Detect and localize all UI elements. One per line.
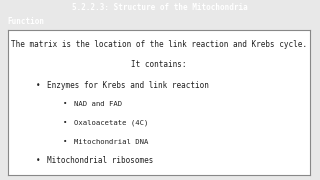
Text: •: • (36, 81, 41, 90)
Text: Function: Function (7, 17, 44, 26)
Text: •: • (36, 156, 41, 165)
Text: NAD and FAD: NAD and FAD (75, 101, 123, 107)
Text: Mitochondrial ribosomes: Mitochondrial ribosomes (47, 156, 154, 165)
Text: •: • (63, 120, 68, 126)
Text: Mitochondrial DNA: Mitochondrial DNA (75, 139, 149, 145)
Text: It contains:: It contains: (131, 60, 187, 69)
Text: •: • (63, 139, 68, 145)
Text: 5.2.2.3: Structure of the Mitochondria: 5.2.2.3: Structure of the Mitochondria (72, 3, 248, 12)
Text: Oxaloacetate (4C): Oxaloacetate (4C) (75, 120, 149, 126)
Text: The matrix is the location of the link reaction and Krebs cycle.: The matrix is the location of the link r… (11, 40, 307, 49)
Text: •: • (63, 101, 68, 107)
Text: Enzymes for Krebs and link reaction: Enzymes for Krebs and link reaction (47, 81, 209, 90)
